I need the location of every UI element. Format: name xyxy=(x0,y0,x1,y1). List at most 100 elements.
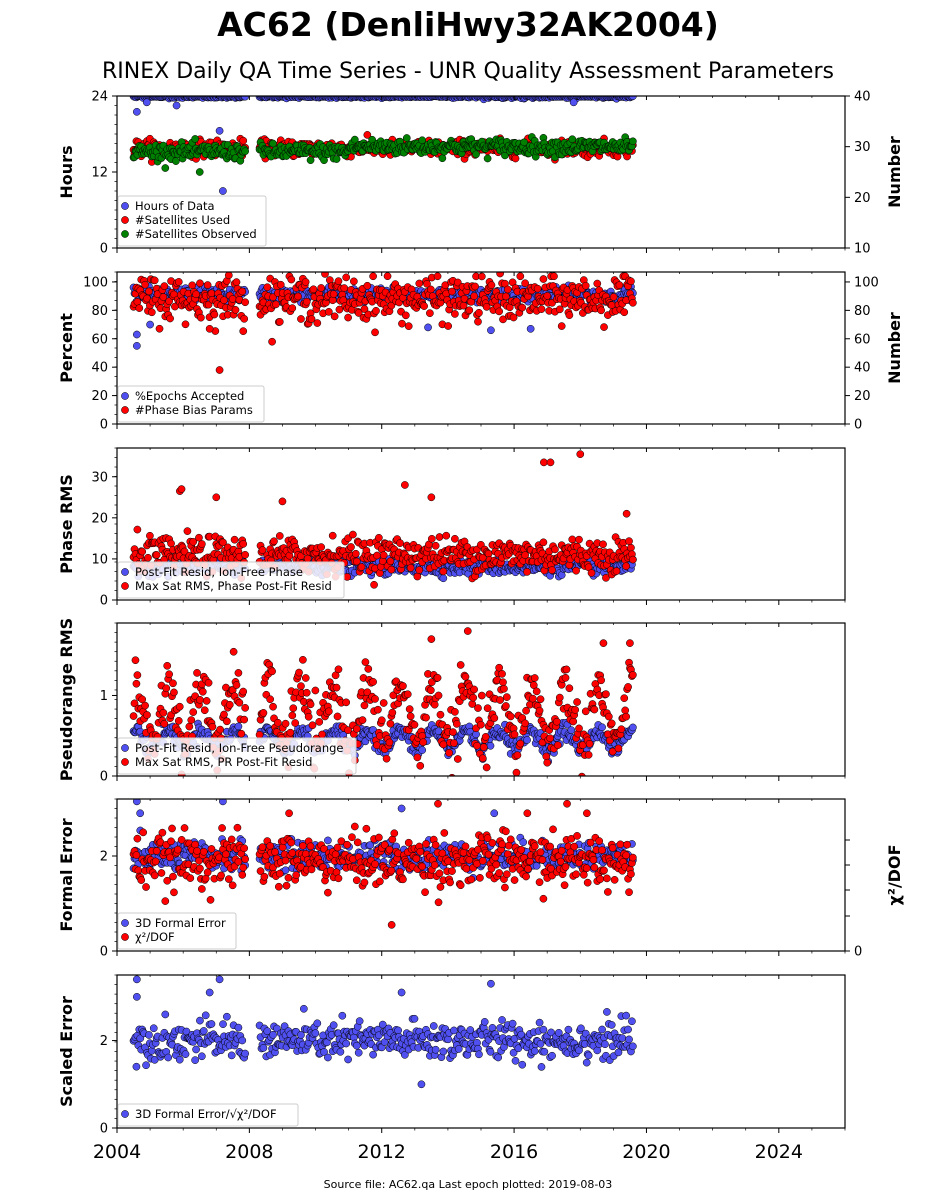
y2tick-label: 40 xyxy=(854,361,871,376)
data-point xyxy=(130,699,139,708)
data-point xyxy=(328,531,337,540)
data-point xyxy=(210,310,219,319)
data-point xyxy=(239,687,248,696)
ytick-label: 0 xyxy=(100,418,108,433)
data-point xyxy=(234,722,243,731)
outlier-point xyxy=(569,98,578,107)
y2tick-label: 10 xyxy=(854,242,871,257)
data-point xyxy=(239,540,248,548)
data-point xyxy=(358,716,367,724)
data-point xyxy=(238,287,247,296)
legend-label: #Satellites Observed xyxy=(135,227,257,241)
data-point xyxy=(385,738,394,747)
data-point xyxy=(232,278,241,286)
data-point xyxy=(615,281,624,289)
data-point xyxy=(183,527,192,535)
data-point xyxy=(474,704,482,712)
data-point xyxy=(426,285,435,294)
data-point xyxy=(539,538,548,547)
data-point xyxy=(239,136,248,145)
data-point xyxy=(571,705,580,714)
data-point xyxy=(487,281,496,289)
data-point xyxy=(620,694,629,703)
series-1-3 xyxy=(129,133,637,176)
y2tick-label: 20 xyxy=(854,191,871,206)
data-point xyxy=(351,549,360,558)
data-point xyxy=(419,738,427,747)
data-point xyxy=(439,567,448,576)
data-point xyxy=(516,739,525,748)
data-point xyxy=(539,275,548,283)
data-point xyxy=(584,751,593,759)
data-point xyxy=(581,707,590,716)
data-point xyxy=(600,323,608,331)
data-point xyxy=(371,328,379,337)
data-point xyxy=(225,700,234,709)
data-point xyxy=(276,280,285,289)
data-point xyxy=(478,754,487,763)
data-point xyxy=(311,686,320,695)
data-point xyxy=(516,272,525,281)
data-point xyxy=(420,302,428,310)
data-point xyxy=(413,753,422,762)
data-point xyxy=(430,700,439,709)
data-point xyxy=(502,693,511,701)
data-point xyxy=(239,327,248,335)
data-point xyxy=(317,284,326,292)
data-point xyxy=(612,567,621,575)
data-point xyxy=(131,656,140,665)
data-point xyxy=(416,761,425,770)
legend-label: %Epochs Accepted xyxy=(135,389,244,403)
data-point xyxy=(553,717,561,726)
data-point xyxy=(241,298,250,307)
data-point xyxy=(472,150,480,159)
data-point xyxy=(406,564,415,572)
data-point xyxy=(502,702,510,710)
data-point xyxy=(202,697,211,705)
data-point xyxy=(363,131,372,139)
data-point xyxy=(141,701,149,710)
data-point xyxy=(308,721,317,730)
data-point xyxy=(286,728,295,737)
data-point xyxy=(318,730,326,739)
data-point xyxy=(288,304,297,312)
data-point xyxy=(617,725,626,734)
data-point xyxy=(499,678,507,687)
data-point xyxy=(162,684,171,693)
data-point xyxy=(141,280,149,289)
legend-label: Post-Fit Resid, Ion-Free Pseudorange xyxy=(135,741,343,755)
data-point xyxy=(403,690,412,699)
data-point xyxy=(383,272,392,281)
data-point xyxy=(536,695,545,704)
data-point xyxy=(439,740,448,749)
legend-marker xyxy=(121,758,129,766)
panel-3-points xyxy=(129,450,637,589)
data-point xyxy=(402,134,411,142)
data-point xyxy=(192,290,200,299)
data-point xyxy=(291,719,300,727)
legend-label: #Phase Bias Params xyxy=(135,403,253,417)
data-point xyxy=(404,322,413,331)
data-point xyxy=(509,313,518,322)
data-point xyxy=(565,684,574,693)
ytick-label: 30 xyxy=(91,470,108,485)
data-point xyxy=(230,535,239,544)
data-point xyxy=(344,313,352,322)
data-point xyxy=(551,545,559,554)
outlier-point xyxy=(401,481,409,489)
data-point xyxy=(550,272,558,281)
data-point xyxy=(435,533,444,541)
data-point xyxy=(495,663,504,672)
data-point xyxy=(521,719,529,728)
data-point xyxy=(388,708,397,717)
data-point xyxy=(132,679,141,688)
data-point xyxy=(229,647,238,656)
outlier-point xyxy=(622,509,631,518)
data-point xyxy=(333,712,342,721)
data-point xyxy=(470,685,478,694)
legend-marker xyxy=(121,406,129,414)
data-point xyxy=(193,669,201,677)
